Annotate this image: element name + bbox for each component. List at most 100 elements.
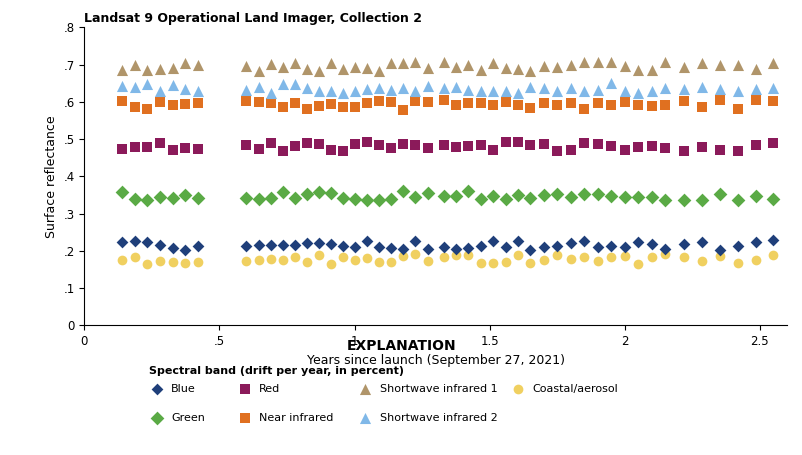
Point bbox=[288, 194, 301, 202]
Point bbox=[645, 193, 658, 200]
Point bbox=[511, 65, 524, 72]
Point bbox=[312, 188, 325, 196]
Point bbox=[179, 259, 192, 267]
Point bbox=[288, 99, 301, 106]
Point bbox=[486, 59, 499, 66]
Point bbox=[523, 141, 536, 148]
Point bbox=[240, 141, 253, 148]
Point bbox=[523, 68, 536, 75]
Point bbox=[564, 255, 577, 263]
Point bbox=[166, 244, 179, 252]
Point bbox=[564, 84, 577, 91]
Point bbox=[590, 59, 603, 66]
Point bbox=[396, 187, 409, 194]
Point bbox=[153, 65, 166, 72]
Point bbox=[384, 244, 397, 252]
Point bbox=[748, 65, 761, 72]
Point bbox=[264, 61, 277, 68]
Point bbox=[658, 101, 671, 109]
Point bbox=[153, 99, 166, 106]
Point bbox=[191, 194, 204, 201]
Point bbox=[766, 196, 779, 203]
Point bbox=[604, 101, 617, 108]
Point bbox=[677, 241, 690, 248]
Point bbox=[324, 146, 337, 153]
Point bbox=[238, 385, 251, 393]
Point bbox=[550, 243, 563, 250]
Point bbox=[748, 239, 761, 246]
Point bbox=[461, 142, 474, 149]
Text: Blue: Blue bbox=[171, 384, 196, 394]
Point bbox=[731, 105, 743, 112]
Point bbox=[150, 414, 163, 421]
Point bbox=[537, 100, 549, 107]
Point bbox=[474, 67, 487, 74]
Point bbox=[153, 88, 166, 95]
Point bbox=[348, 140, 361, 147]
Point bbox=[179, 59, 192, 66]
Point bbox=[191, 242, 204, 249]
Point bbox=[312, 67, 325, 74]
Point bbox=[713, 246, 726, 253]
Point bbox=[288, 60, 301, 67]
Point bbox=[264, 99, 277, 106]
Point bbox=[153, 193, 166, 201]
Point bbox=[300, 258, 313, 266]
Point bbox=[324, 189, 337, 197]
Point bbox=[511, 138, 524, 146]
Point bbox=[240, 87, 253, 94]
Point bbox=[153, 139, 166, 147]
Point bbox=[372, 85, 385, 92]
Point bbox=[191, 145, 204, 152]
Point bbox=[748, 141, 761, 148]
Point bbox=[604, 143, 617, 150]
Point bbox=[449, 63, 462, 71]
Point bbox=[577, 87, 590, 95]
Point bbox=[336, 103, 349, 111]
Point bbox=[420, 64, 433, 71]
Point bbox=[550, 191, 563, 198]
Point bbox=[731, 87, 743, 95]
Point bbox=[384, 98, 397, 106]
Point bbox=[264, 140, 277, 147]
Point bbox=[408, 87, 421, 95]
Text: Green: Green bbox=[171, 413, 205, 423]
Point bbox=[408, 141, 421, 148]
Point bbox=[590, 141, 603, 148]
Point bbox=[312, 252, 325, 259]
Point bbox=[713, 147, 726, 154]
Point bbox=[264, 89, 277, 96]
Point bbox=[240, 257, 253, 264]
Point bbox=[590, 191, 603, 198]
Point bbox=[564, 100, 577, 107]
Point bbox=[336, 195, 349, 202]
Point bbox=[550, 147, 563, 155]
Point bbox=[408, 97, 421, 104]
Point bbox=[677, 97, 690, 104]
Point bbox=[166, 65, 179, 72]
Point bbox=[486, 87, 499, 95]
Point bbox=[141, 197, 154, 204]
Text: EXPLANATION: EXPLANATION bbox=[346, 339, 456, 353]
Point bbox=[748, 192, 761, 199]
Point bbox=[324, 240, 337, 248]
Point bbox=[141, 238, 154, 245]
Point bbox=[276, 256, 289, 263]
Point bbox=[408, 251, 421, 258]
Point bbox=[677, 64, 690, 71]
Point bbox=[523, 105, 536, 112]
Point bbox=[360, 86, 373, 93]
Point bbox=[300, 190, 313, 197]
Point bbox=[766, 85, 779, 92]
Point bbox=[713, 96, 726, 104]
Point bbox=[288, 142, 301, 150]
Point bbox=[658, 145, 671, 152]
Point bbox=[150, 385, 163, 393]
Point bbox=[240, 98, 253, 105]
Point bbox=[695, 196, 707, 203]
Point bbox=[300, 106, 313, 113]
Point bbox=[324, 260, 337, 267]
Point bbox=[590, 243, 603, 251]
Point bbox=[166, 259, 179, 266]
Point bbox=[474, 99, 487, 106]
